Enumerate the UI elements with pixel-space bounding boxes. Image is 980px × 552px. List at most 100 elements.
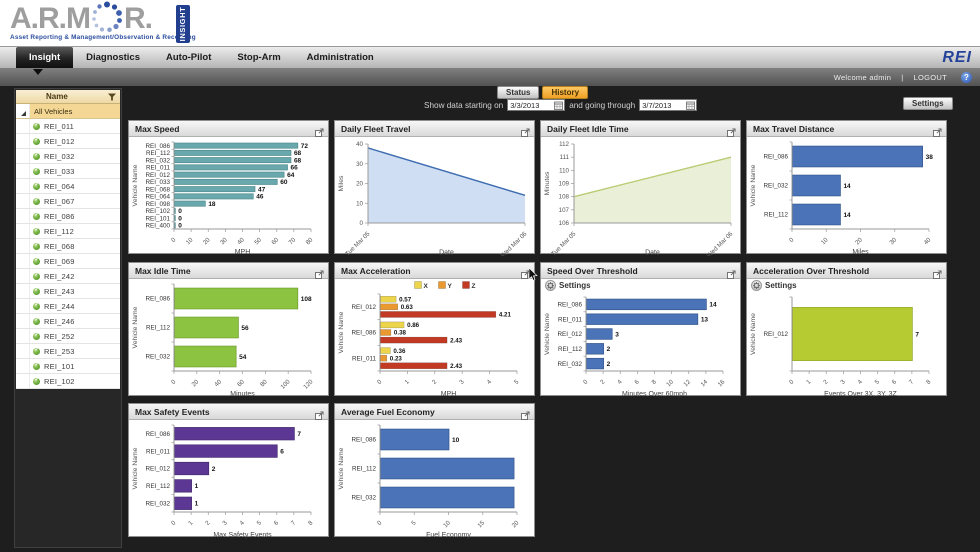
popout-icon[interactable] [933, 266, 942, 279]
vehicle-row[interactable]: REI_086 [16, 209, 120, 224]
settings-button[interactable]: Settings [903, 97, 953, 110]
vehicle-row[interactable]: REI_033 [16, 164, 120, 179]
tab-insight[interactable]: Insight [16, 47, 74, 68]
vehicle-label: REI_069 [44, 256, 75, 266]
svg-text:64: 64 [287, 172, 295, 179]
panel-titlebar[interactable]: Max Safety Events [129, 404, 328, 420]
expander-icon[interactable] [20, 111, 26, 116]
panel-title: Daily Fleet Travel [341, 123, 411, 134]
status-button[interactable]: Status [497, 86, 540, 99]
tab-auto-pilot[interactable]: Auto-Pilot [166, 52, 212, 63]
svg-text:Date: Date [645, 250, 660, 257]
popout-icon[interactable] [521, 407, 530, 420]
panel-titlebar[interactable]: Max Idle Time [129, 263, 328, 279]
history-button[interactable]: History [542, 86, 589, 99]
panel-title: Max Travel Distance [753, 123, 835, 134]
vehicle-row[interactable]: REI_069 [16, 254, 120, 269]
help-icon[interactable]: ? [961, 72, 972, 83]
panel-titlebar[interactable]: Average Fuel Economy [335, 404, 534, 420]
svg-text:8: 8 [307, 519, 315, 527]
popout-icon[interactable] [521, 124, 530, 137]
tab-diagnostics[interactable]: Diagnostics [86, 52, 140, 63]
svg-text:1: 1 [195, 501, 199, 508]
vehicle-row[interactable]: REI_102 [16, 374, 120, 389]
panel-title: Daily Fleet Idle Time [547, 123, 629, 134]
panel-acceleration-over-threshold: Acceleration Over Threshold Settings Vehic… [746, 262, 947, 398]
tab-stop-arm[interactable]: Stop-Arm [237, 52, 281, 63]
vehicle-row[interactable]: REI_012 [16, 134, 120, 149]
vehicle-label: REI_112 [44, 226, 75, 236]
settings-row[interactable]: Settings [747, 279, 946, 292]
panel-titlebar[interactable]: Daily Fleet Idle Time [541, 121, 740, 137]
popout-icon[interactable] [727, 124, 736, 137]
panel-titlebar[interactable]: Max Speed [129, 121, 328, 137]
svg-text:120: 120 [302, 378, 315, 391]
panel-titlebar[interactable]: Acceleration Over Threshold [747, 263, 946, 279]
popout-icon[interactable] [315, 407, 324, 420]
svg-text:2.43: 2.43 [450, 337, 463, 344]
vehicle-row[interactable]: REI_032 [16, 149, 120, 164]
calendar-icon[interactable] [686, 101, 696, 110]
mouse-cursor [528, 267, 538, 286]
vehicle-row[interactable]: REI_243 [16, 284, 120, 299]
status-ok-icon [33, 257, 40, 265]
panel-title: Speed Over Threshold [547, 265, 638, 276]
svg-text:2: 2 [607, 361, 611, 368]
vehicle-row[interactable]: REI_067 [16, 194, 120, 209]
vehicle-row[interactable]: REI_244 [16, 299, 120, 314]
vehicle-row[interactable]: REI_064 [16, 179, 120, 194]
vehicle-row[interactable]: REI_253 [16, 344, 120, 359]
vehicle-row[interactable]: REI_011 [16, 119, 120, 134]
name-column-header[interactable]: Name [46, 92, 68, 101]
vehicle-table-header[interactable]: Name [16, 90, 120, 104]
gear-icon[interactable] [545, 280, 556, 291]
vehicle-row[interactable]: REI_242 [16, 269, 120, 284]
vehicle-row[interactable]: REI_101 [16, 359, 120, 374]
all-vehicles-row[interactable]: All Vehicles [16, 104, 120, 119]
popout-icon[interactable] [315, 124, 324, 137]
panel-title: Max Acceleration [341, 265, 411, 276]
panel-titlebar[interactable]: Daily Fleet Travel [335, 121, 534, 137]
vehicle-label: REI_012 [44, 136, 75, 146]
svg-text:10: 10 [356, 200, 363, 207]
panel-max-safety-events: Max Safety Events Vehicle Name REI_086 7 REI… [128, 403, 329, 539]
popout-icon[interactable] [727, 266, 736, 279]
chart-canvas-max-idle-time: Vehicle Name REI_086 108 REI_112 56 REI_032 54… [132, 283, 315, 398]
gear-icon[interactable] [751, 280, 762, 291]
dashboard-main: Name All Vehicles REI_011REI_012REI_032R… [0, 86, 980, 552]
filter-icon[interactable] [108, 88, 116, 106]
vehicle-row[interactable]: REI_246 [16, 314, 120, 329]
start-date-value[interactable]: 3/3/2013 [510, 100, 540, 110]
svg-text:7: 7 [297, 431, 301, 438]
vehicle-row[interactable]: REI_252 [16, 329, 120, 344]
vehicle-row[interactable]: REI_068 [16, 239, 120, 254]
svg-text:REI_112: REI_112 [558, 346, 583, 353]
vehicle-row[interactable]: REI_112 [16, 224, 120, 239]
svg-text:14: 14 [843, 212, 851, 219]
logout-link[interactable]: LOGOUT [913, 73, 947, 82]
calendar-icon[interactable] [554, 101, 564, 110]
panel-titlebar[interactable]: Max Acceleration [335, 263, 534, 279]
panel-settings-label: Settings [765, 281, 797, 290]
settings-row[interactable]: Settings [541, 279, 740, 292]
panel-titlebar[interactable]: Speed Over Threshold [541, 263, 740, 279]
tab-administration[interactable]: Administration [306, 52, 374, 63]
svg-text:0.23: 0.23 [390, 355, 403, 362]
svg-text:4: 4 [857, 378, 865, 386]
status-ok-icon [33, 332, 40, 340]
date-prefix-label: Show data starting on [424, 100, 504, 110]
popout-icon[interactable] [315, 266, 324, 279]
end-date-value[interactable]: 3/7/2013 [642, 100, 672, 110]
svg-text:Z: Z [472, 283, 476, 290]
svg-text:REI_400: REI_400 [145, 223, 170, 230]
end-date-input[interactable]: 3/7/2013 [639, 99, 698, 111]
start-date-input[interactable]: 3/3/2013 [507, 99, 566, 111]
date-range-row: Show data starting on 3/3/2013 and going… [424, 99, 698, 111]
panel-titlebar[interactable]: Max Travel Distance [747, 121, 946, 137]
svg-text:Vehicle Name: Vehicle Name [132, 306, 139, 348]
rei-logo: REI [942, 49, 972, 66]
view-toggle: Status History [497, 86, 589, 99]
popout-icon[interactable] [933, 124, 942, 137]
svg-text:54: 54 [239, 354, 247, 361]
vehicle-label: REI_246 [44, 316, 75, 326]
